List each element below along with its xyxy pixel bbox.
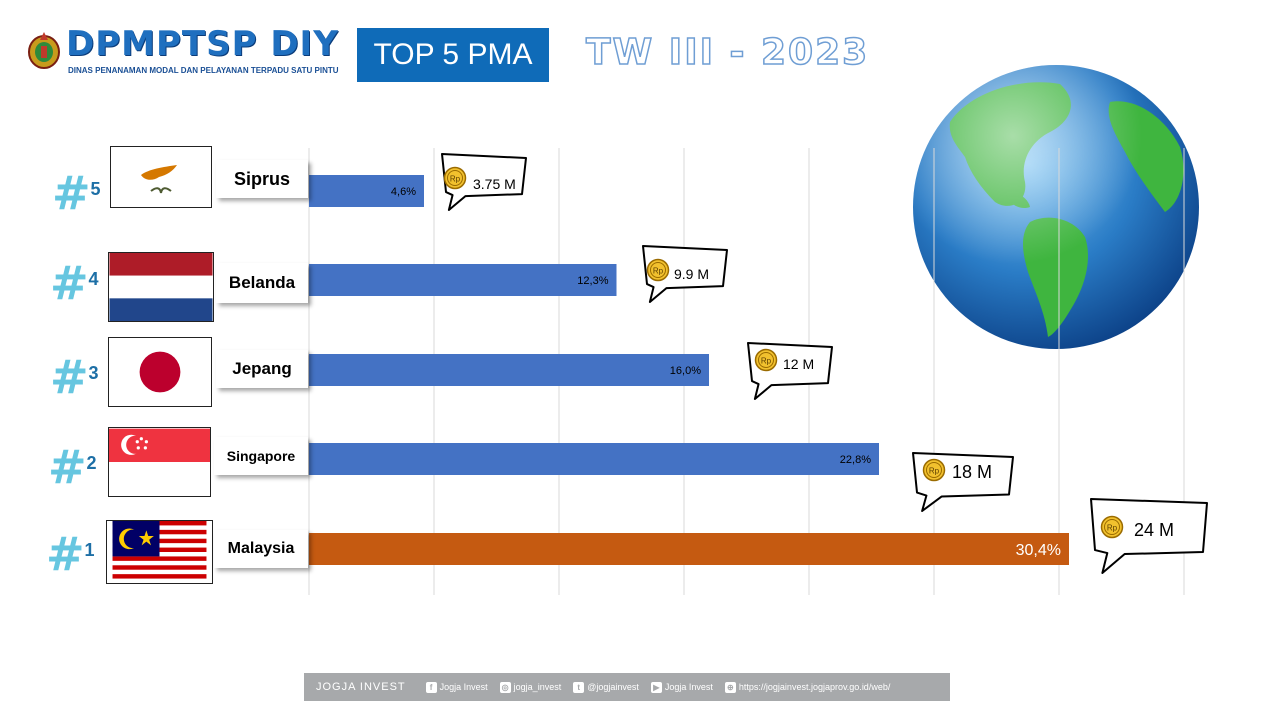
flag-malaysia-icon	[106, 520, 213, 584]
rank-marker: #2	[48, 440, 97, 494]
hash-icon: #	[50, 350, 89, 404]
flag-jepang-icon	[108, 337, 212, 407]
amount-label: 18 M	[952, 462, 993, 482]
footer-instagram[interactable]: ◎ jogja_invest	[499, 681, 562, 693]
footer-bar: JOGJA INVEST f Jogja Invest ◎ jogja_inve…	[304, 673, 950, 701]
country-label: Belanda	[216, 263, 308, 303]
hash-icon: #	[46, 527, 85, 581]
rank-marker: #3	[50, 350, 99, 404]
footer-facebook-text: Jogja Invest	[439, 682, 488, 692]
bar-singapore	[309, 443, 879, 475]
bar-value-label: 12,3%	[577, 275, 608, 287]
rank-number: 1	[84, 540, 95, 560]
youtube-icon: ▶	[650, 681, 662, 693]
rupiah-coin-icon: Rp	[1100, 515, 1124, 539]
rank-number: 2	[86, 453, 97, 473]
amount-label: 9.9 M	[674, 266, 710, 282]
bar-jepang	[309, 354, 709, 386]
rank-marker: #5	[52, 166, 101, 220]
amount-label: 3.75 M	[473, 176, 516, 192]
period-title: TW III - 2023	[585, 31, 870, 74]
svg-text:Rp: Rp	[653, 267, 664, 276]
footer-facebook[interactable]: f Jogja Invest	[425, 681, 488, 693]
amount-label: 12 M	[783, 356, 815, 372]
svg-text:Rp: Rp	[1107, 524, 1118, 533]
flag-belanda-icon	[108, 252, 214, 322]
svg-text:Rp: Rp	[450, 175, 461, 184]
footer-instagram-text: jogja_invest	[513, 682, 562, 692]
svg-text:Rp: Rp	[761, 357, 772, 366]
country-label: Siprus	[216, 160, 308, 198]
rupiah-coin-icon: Rp	[443, 166, 467, 190]
dpmptsp-logo: DPMPTSP DIY DINAS PENANAMAN MODAL DAN PE…	[24, 24, 339, 78]
amount-label: 24 M	[1134, 520, 1175, 540]
rank-marker: #4	[50, 256, 99, 310]
bar-value-label: 4,6%	[391, 186, 416, 198]
facebook-icon: f	[425, 681, 437, 693]
web-icon: ⊕	[724, 681, 736, 693]
globe-icon	[913, 65, 1199, 349]
footer-brand: JOGJA INVEST	[316, 681, 406, 693]
svg-text:Rp: Rp	[929, 467, 940, 476]
bar-value-label: 22,8%	[840, 454, 871, 466]
rupiah-coin-icon: Rp	[754, 348, 778, 372]
emblem-icon	[28, 32, 60, 69]
amount-bubble	[441, 153, 527, 211]
logo-subtitle: DINAS PENANAMAN MODAL DAN PELAYANAN TERP…	[68, 66, 339, 75]
rank-number: 3	[88, 363, 99, 383]
footer-youtube-text: Jogja Invest	[664, 682, 713, 692]
flag-singapore-icon	[108, 427, 211, 497]
bar-value-label: 30,4%	[1016, 542, 1061, 559]
top-pma-badge: TOP 5 PMA	[357, 28, 549, 82]
rank-marker: #1	[46, 527, 95, 581]
rank-number: 5	[90, 179, 101, 199]
hash-icon: #	[52, 166, 91, 220]
hash-icon: #	[48, 440, 87, 494]
bar-belanda	[309, 264, 617, 296]
footer-website-text: https://jogjainvest.jogjaprov.go.id/web/	[738, 682, 891, 692]
country-label: Jepang	[216, 350, 308, 388]
amount-bubble	[1090, 498, 1208, 574]
footer-twitter[interactable]: t @jogjainvest	[573, 681, 639, 693]
rupiah-coin-icon: Rp	[922, 458, 946, 482]
amount-bubble	[642, 245, 728, 303]
instagram-icon: ◎	[499, 681, 511, 693]
hash-icon: #	[50, 256, 89, 310]
footer-youtube[interactable]: ▶ Jogja Invest	[650, 681, 713, 693]
bar-siprus	[309, 175, 424, 207]
footer-twitter-text: @jogjainvest	[587, 682, 639, 692]
bar-value-label: 16,0%	[670, 365, 701, 377]
flag-siprus-icon	[110, 146, 212, 208]
country-label: Singapore	[214, 437, 308, 475]
footer-website[interactable]: ⊕ https://jogjainvest.jogjaprov.go.id/we…	[724, 681, 891, 693]
bar-malaysia	[309, 533, 1069, 565]
logo-title: DPMPTSP DIY	[66, 24, 339, 64]
country-label: Malaysia	[214, 530, 308, 568]
rupiah-coin-icon: Rp	[646, 258, 670, 282]
twitter-icon: t	[573, 681, 585, 693]
rank-number: 4	[88, 269, 99, 289]
